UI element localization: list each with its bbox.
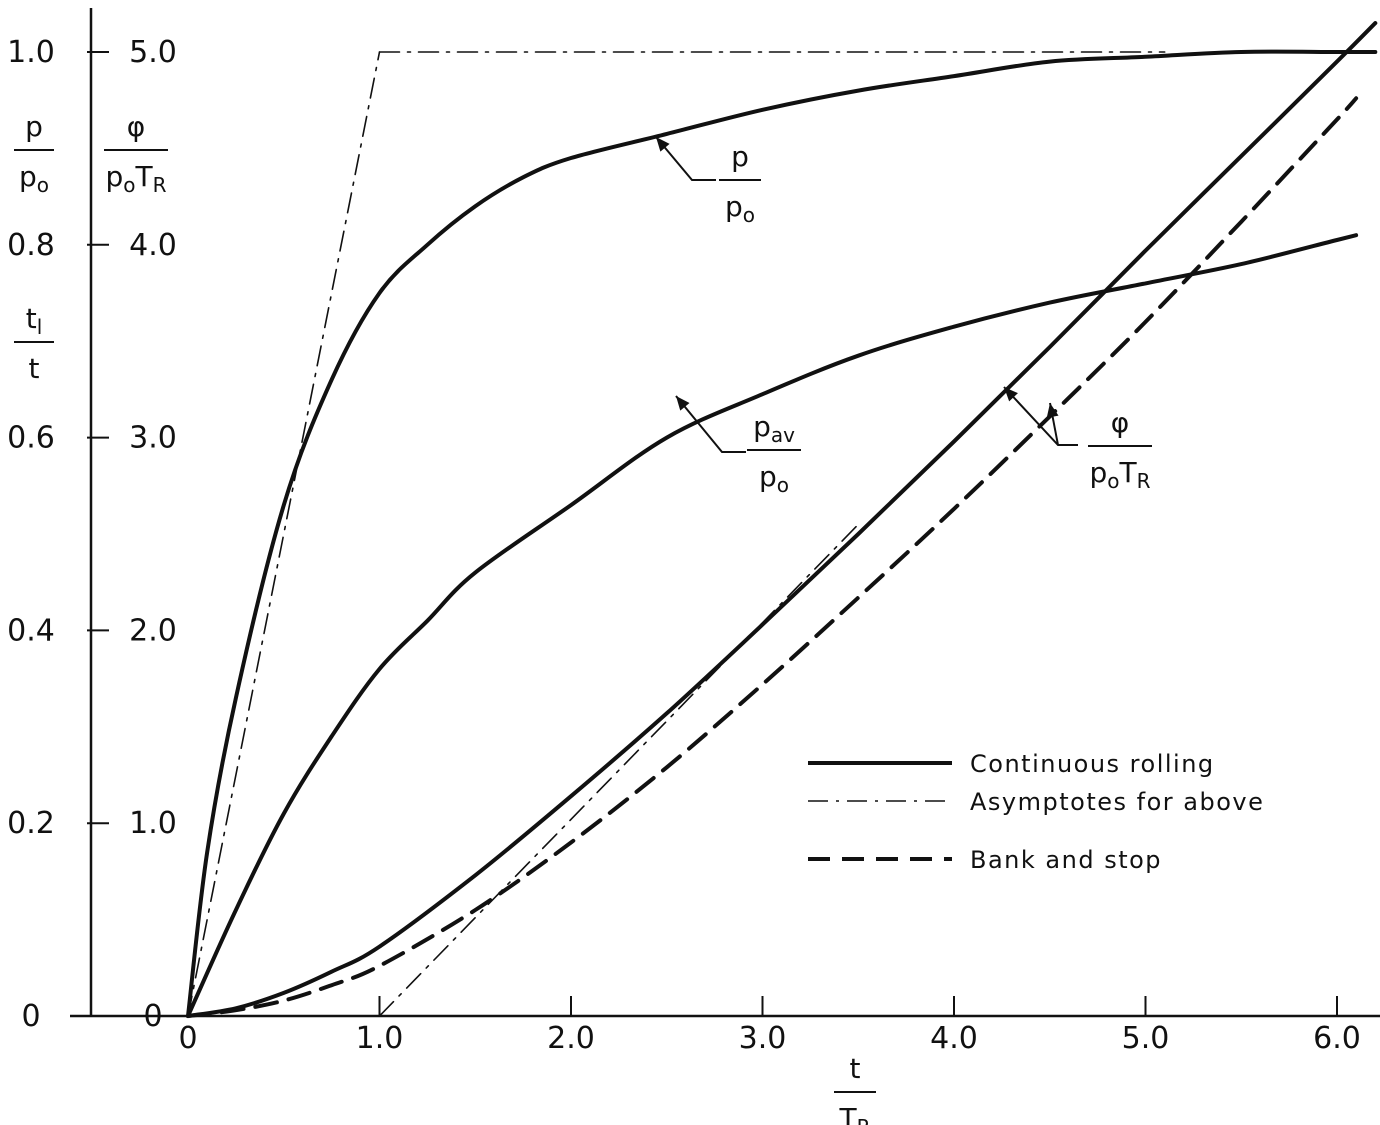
y-right-tick-label: 1.0 — [129, 806, 177, 841]
y-left-label-p-den: po — [19, 160, 49, 197]
pav-annotation-arrow-leader — [675, 395, 746, 453]
y-left-tick-label: 0.8 — [7, 228, 55, 263]
pav-annotation-label: pav po — [747, 410, 801, 497]
x-tick-label: 6.0 — [1313, 1021, 1361, 1056]
phi-annotation-arrow-upper-arrowhead — [1004, 387, 1018, 402]
series-pav_over_p0 — [186, 233, 1359, 1018]
legend-label: Bank and stop — [970, 846, 1162, 874]
p-annotation-label: p po — [719, 140, 761, 227]
y-right-tick-label: 5.0 — [129, 35, 177, 70]
legend-label: Continuous rolling — [970, 750, 1215, 778]
series-layer — [186, 21, 1378, 1018]
pav-annotation-arrow-arrowhead — [676, 396, 690, 411]
series-asymptote_p_rise — [187, 51, 381, 1017]
y-right-tick-label: 4.0 — [129, 228, 177, 263]
series-p_over_p0 — [186, 49, 1378, 1018]
phi-annotation-label: φ poTR — [1088, 406, 1152, 493]
phi-annotation-label-den: poTR — [1089, 456, 1150, 493]
series-phi_over_p0TR_continuous — [186, 21, 1378, 1018]
y-left-tick-label: 0 — [21, 999, 40, 1034]
p-annotation-label-num: p — [731, 140, 749, 173]
x-tick-label: 0 — [178, 1021, 197, 1056]
phi-annotation-arrow-lower-arrowhead — [1046, 403, 1059, 418]
phi-annotation-label-num: φ — [1111, 406, 1129, 439]
x-tick-label: 3.0 — [739, 1021, 787, 1056]
p-annotation-label-den: po — [725, 190, 755, 227]
x-tick-label: 5.0 — [1122, 1021, 1170, 1056]
y-right-tick-label: 2.0 — [129, 613, 177, 648]
series-asymptote_phi — [378, 523, 860, 1017]
phi-annotation-arrow-upper — [1003, 386, 1078, 446]
y-left-tick-label: 0.4 — [7, 613, 55, 648]
y-left-label-t-num: tl — [26, 302, 43, 339]
x-tick-label: 1.0 — [356, 1021, 404, 1056]
y-left-tick-label: 0.6 — [7, 421, 55, 456]
axes-layer: 0 00.2 1.00.4 2.00.6 3.00.8 4.01.0 5.00 1.0 2.0 3… — [7, 8, 1380, 1056]
p-annotation-arrow-leader — [655, 136, 716, 181]
p-annotation-arrow — [655, 136, 716, 181]
y-right-label-phi: φ poTR — [104, 110, 168, 197]
y-left-label-t: tl t — [14, 302, 54, 385]
p-annotation-arrow-arrowhead — [656, 137, 670, 152]
x-tick-label: 4.0 — [930, 1021, 978, 1056]
y-left-label-p-num: p — [25, 110, 43, 143]
x-axis-label-num: t — [850, 1052, 861, 1085]
label-layer: p po tl t φ poTR t TR p po pav po φ poTR — [14, 110, 1152, 1125]
pav-annotation-label-den: po — [759, 460, 789, 497]
y-left-label-t-den: t — [29, 352, 40, 385]
y-right-tick-label: 3.0 — [129, 421, 177, 456]
y-left-tick-label: 0.2 — [7, 806, 55, 841]
phi-annotation-arrow-lower — [1046, 402, 1059, 446]
y-right-tick-label: 0 — [143, 999, 162, 1034]
y-left-tick-label: 1.0 — [7, 35, 55, 70]
y-right-label-phi-num: φ — [127, 110, 145, 143]
legend: Continuous rolling Asymptotes for above Ba… — [808, 750, 1264, 874]
pav-annotation-label-num: pav — [753, 410, 795, 447]
legend-label: Asymptotes for above — [970, 788, 1264, 816]
y-left-label-p: p po — [14, 110, 54, 197]
x-tick-label: 2.0 — [547, 1021, 595, 1056]
x-axis-label-den: TR — [838, 1102, 870, 1125]
x-axis-label: t TR — [834, 1052, 876, 1125]
pav-annotation-arrow — [675, 395, 746, 453]
y-right-label-phi-den: poTR — [105, 160, 166, 197]
series-phi_over_p0TR_bank_stop — [186, 96, 1359, 1018]
